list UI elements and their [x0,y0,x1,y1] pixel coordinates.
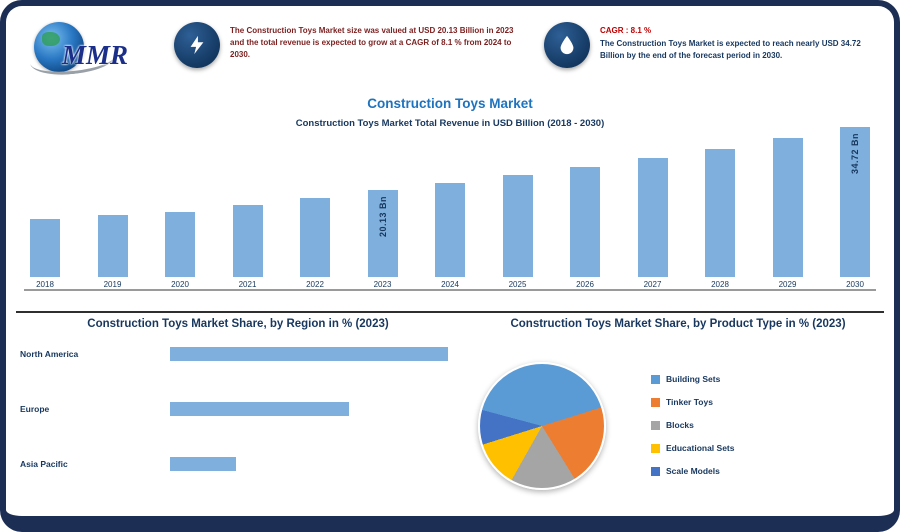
legend-swatch [651,420,660,430]
highlight-market-size: The Construction Toys Market size was va… [174,22,519,68]
x-axis-label: 2030 [846,280,864,289]
region-rows: North America Europe Asia Pacific [20,346,456,471]
lightning-icon [174,22,220,68]
region-share-section: Construction Toys Market Share, by Regio… [20,318,456,511]
legend-item: Tinker Toys [651,397,735,407]
x-axis-label: 2027 [643,280,662,289]
highlight-cagr-text: CAGR : 8.1 % The Construction Toys Marke… [600,22,884,62]
bar-2027 [637,158,668,277]
highlight-cagr: CAGR : 8.1 % The Construction Toys Marke… [544,22,884,68]
legend-label: Tinker Toys [666,397,713,407]
x-axis-label: 2028 [711,280,729,289]
bar-2029 [772,138,803,277]
legend-swatch [651,443,660,453]
bar-2022 [300,198,330,277]
legend-swatch [651,397,660,407]
region-row: North America [20,346,456,361]
legend-label: Blocks [666,420,694,430]
highlight-text: The Construction Toys Market size was va… [230,26,514,59]
bar-2018 [30,219,60,277]
region-label: Europe [20,403,50,414]
region-label: North America [20,348,79,359]
bar-2028 [705,149,735,277]
bar-2019 [97,215,128,277]
x-axis-label: 2024 [441,280,459,289]
region-row: Europe [20,401,456,416]
bar-column-2030: 34.72 Bn 2030 [838,127,872,289]
region-label: Asia Pacific [20,458,68,469]
x-axis-label: 2018 [36,280,54,289]
bar-column-2027: 2027 [636,158,670,289]
legend-label: Scale Models [666,466,720,476]
revenue-bars: 2018 2019 2020 2021 2022 20.13 Bn 2023 2024 2025… [24,127,876,291]
chart-subtitle: Construction Toys Market Total Revenue i… [295,118,605,129]
droplet-icon [544,22,590,68]
product-share-section: Construction Toys Market Share, by Produ… [466,318,890,490]
logo-text: MMR [62,40,129,70]
mmr-logo: MMR [28,18,168,82]
bar-column-2023: 20.13 Bn 2023 [366,190,400,289]
legend-label: Building Sets [666,374,721,384]
x-axis-label: 2026 [576,280,594,289]
legend-label: Educational Sets [666,443,735,453]
bar-2023: 20.13 Bn [367,190,398,277]
bar-2025 [502,175,533,277]
legend-swatch [651,466,660,476]
legend-swatch [651,374,660,384]
page-title: Construction Toys Market [367,96,533,111]
bar-column-2019: 2019 [96,215,130,289]
bar-column-2021: 2021 [231,205,265,289]
region-bar [170,346,448,361]
region-share-heading: Construction Toys Market Share, by Regio… [87,318,389,330]
bar-2030: 34.72 Bn [840,127,870,277]
legend-item: Building Sets [651,374,735,384]
bar-2024 [435,183,465,277]
x-axis-label: 2021 [238,280,257,289]
x-axis-label: 2023 [373,280,392,289]
region-bar [170,401,349,416]
product-pie [478,362,606,490]
bar-column-2028: 2028 [703,149,737,289]
cagr-text: The Construction Toys Market is expected… [600,39,861,60]
x-axis-label: 2029 [778,280,797,289]
bar-column-2024: 2024 [433,183,467,289]
product-share-heading: Construction Toys Market Share, by Produ… [510,318,846,330]
bar-column-2022: 2022 [298,198,332,289]
globe-icon [34,22,84,72]
legend-item: Scale Models [651,466,735,476]
legend-item: Educational Sets [651,443,735,453]
bar-column-2020: 2020 [163,212,197,289]
x-axis-label: 2025 [508,280,527,289]
bar-value-label: 20.13 Bn [377,196,388,238]
region-bar [170,456,236,471]
highlight-market-size-text: The Construction Toys Market size was va… [230,22,519,61]
pie-legend: Building Sets Tinker Toys Blocks Educationa… [651,374,735,489]
bar-column-2029: 2029 [771,138,805,289]
bar-column-2018: 2018 [28,219,62,289]
cagr-label: CAGR : 8.1 % [600,26,652,35]
x-axis-label: 2020 [171,280,189,289]
bar-2020 [165,212,195,277]
bar-column-2026: 2026 [568,167,602,289]
x-axis-label: 2022 [306,280,324,289]
bar-column-2025: 2025 [501,175,535,289]
x-axis-label: 2019 [103,280,122,289]
legend-item: Blocks [651,420,735,430]
bar-2026 [570,167,600,277]
revenue-bar-chart: 2018 2019 2020 2021 2022 20.13 Bn 2023 2024 2025… [24,127,876,291]
bar-value-label: 34.72 Bn [850,133,860,175]
bar-2021 [232,205,263,277]
region-row: Asia Pacific [20,456,456,471]
section-divider [16,311,884,313]
